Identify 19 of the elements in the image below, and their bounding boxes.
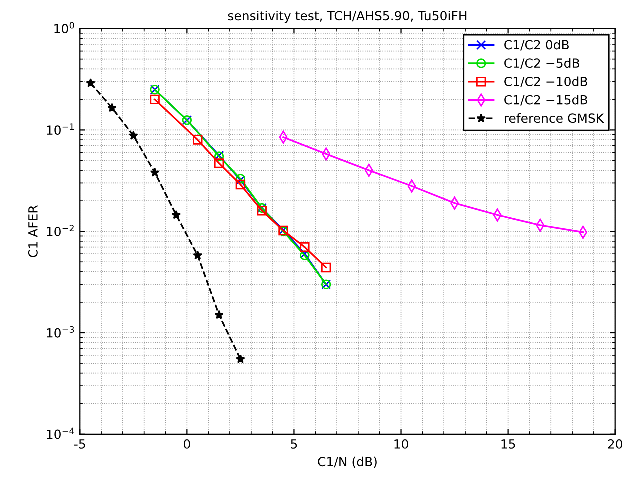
x-tick-label: 15 [502, 440, 516, 449]
y-tick-label: 10$^{−3}$ [47, 326, 74, 338]
x-tick-label: 5 [291, 440, 298, 449]
y-axis-title: C1 AFER [28, 205, 38, 258]
x-tick-label: -5 [74, 440, 86, 449]
chart-title: sensitivity test, TCH/AHS5.90, Tu50iFH [228, 10, 467, 24]
y-tick-label: 10$^{−1}$ [47, 124, 74, 136]
legend-label: C1/C2 −5dB [504, 58, 580, 70]
y-tick-label: 10$^{−4}$ [47, 428, 74, 440]
y-tick-label: 10$^{0}$ [54, 22, 74, 34]
legend-label: reference GMSK [504, 113, 604, 124]
legend-label: C1/C2 −10dB [504, 76, 588, 88]
x-tick-label: 0 [184, 439, 190, 449]
x-axis-title: C1/N (dB) [318, 456, 377, 468]
x-tick-label: 10 [394, 439, 408, 449]
x-tick-label: 20 [608, 439, 622, 449]
legend-label: C1/C2 0dB [504, 40, 569, 51]
legend-label: C1/C2 −15dB [504, 95, 588, 106]
y-tick-label: 10$^{−2}$ [47, 224, 74, 236]
